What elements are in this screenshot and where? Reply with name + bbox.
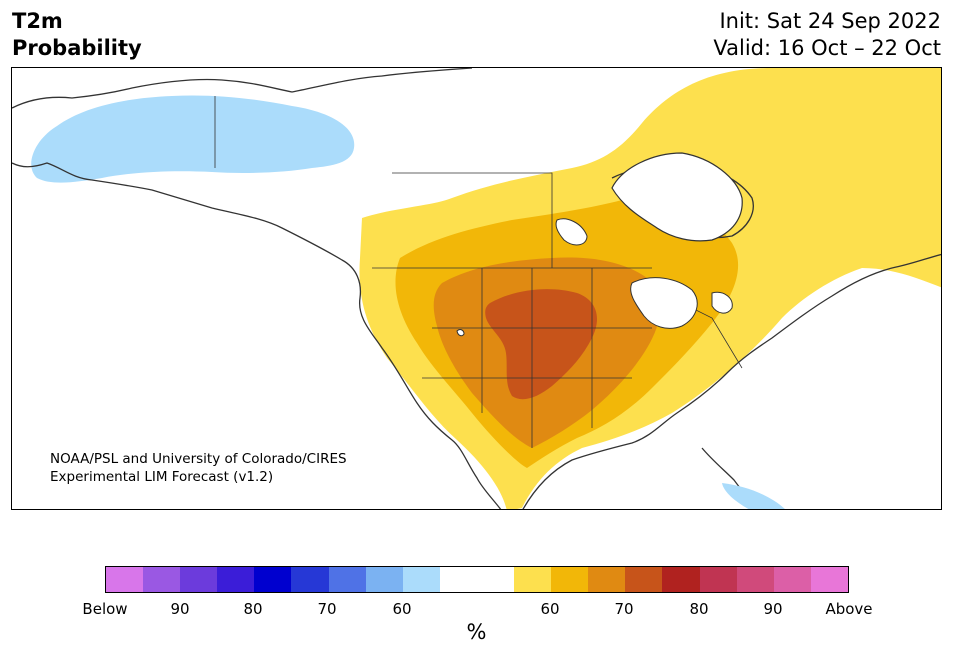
colorbar-tick-label: 90 xyxy=(170,600,190,618)
colorbar-segment xyxy=(662,567,700,592)
colorbar-ticks: Below 90 80 70 60 60 70 80 90 Above xyxy=(82,600,872,620)
map-canvas: NOAA/PSL and University of Colorado/CIRE… xyxy=(12,68,941,509)
colorbar-segment xyxy=(810,567,848,592)
colorbar-tick-label: 70 xyxy=(614,600,634,618)
colorbar-segment xyxy=(180,567,218,592)
colorbar-segment xyxy=(476,567,515,592)
forecast-map: NOAA/PSL and University of Colorado/CIRE… xyxy=(11,67,942,510)
colorbar-segment xyxy=(365,567,403,592)
colorbar-segment xyxy=(254,567,292,592)
caribbean-blue-patch xyxy=(722,483,785,509)
above-70-region xyxy=(485,289,597,400)
colorbar-unit: % xyxy=(466,620,487,644)
below-normal-region xyxy=(31,95,355,183)
credit-line-2: Experimental LIM Forecast (v1.2) xyxy=(50,469,274,485)
colorbar-tick-label: 80 xyxy=(689,600,709,618)
colorbar-segment xyxy=(514,567,552,592)
colorbar-tick-label: 90 xyxy=(763,600,783,618)
colorbar-segment xyxy=(402,567,440,592)
colorbar-segment xyxy=(217,567,255,592)
chart-title: T2m Probability xyxy=(12,8,142,62)
init-date: Init: Sat 24 Sep 2022 xyxy=(719,9,941,33)
valid-range: Valid: 16 Oct – 22 Oct xyxy=(713,36,941,60)
colorbar-segment xyxy=(291,567,329,592)
colorbar-tick-label: 60 xyxy=(540,600,560,618)
colorbar-tick-label: Above xyxy=(825,600,873,618)
colorbar-segment xyxy=(106,567,144,592)
credit-line-1: NOAA/PSL and University of Colorado/CIRE… xyxy=(50,451,347,467)
title-type: Probability xyxy=(12,36,142,60)
colorbar xyxy=(105,566,849,593)
colorbar-segment xyxy=(439,567,477,592)
colorbar-tick-label: 70 xyxy=(317,600,337,618)
colorbar-segment xyxy=(736,567,774,592)
colorbar-segment xyxy=(773,567,811,592)
lakes xyxy=(456,218,733,337)
colorbar-segment xyxy=(328,567,366,592)
hudson-bay xyxy=(611,152,743,242)
colorbar-tick-label: 60 xyxy=(392,600,412,618)
colorbar-segment xyxy=(625,567,663,592)
colorbar-tick-label: Below xyxy=(82,600,128,618)
colorbar-segment xyxy=(143,567,181,592)
colorbar-tick-label: 80 xyxy=(243,600,263,618)
forecast-dates: Init: Sat 24 Sep 2022 Valid: 16 Oct – 22… xyxy=(713,8,941,62)
colorbar-segment xyxy=(588,567,626,592)
credit-text: NOAA/PSL and University of Colorado/CIRE… xyxy=(50,450,347,486)
colorbar-segment xyxy=(551,567,589,592)
colorbar-segment xyxy=(699,567,737,592)
title-variable: T2m xyxy=(12,9,63,33)
